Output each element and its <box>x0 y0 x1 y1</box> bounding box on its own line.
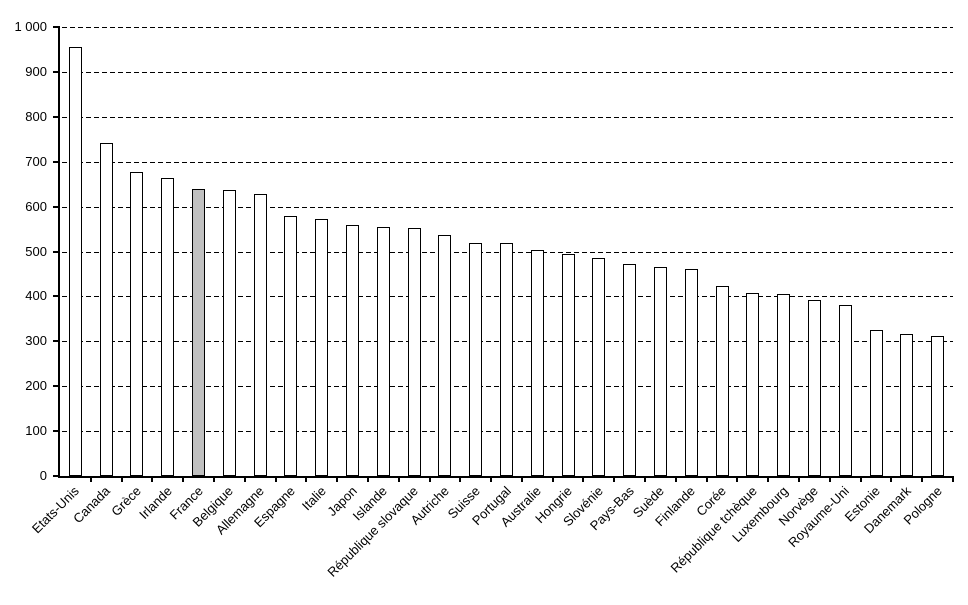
x-axis-line <box>58 476 953 478</box>
gridline-700 <box>62 161 953 163</box>
bar-republique-slovaque <box>407 227 421 476</box>
y-tick-1000 <box>53 26 60 28</box>
x-tick-10 <box>366 476 369 482</box>
bar-suede <box>653 267 667 476</box>
y-tick-900 <box>53 70 60 73</box>
y-axis-label: 600 <box>25 198 47 214</box>
bar-grece <box>130 172 144 476</box>
bar-australie <box>530 250 544 476</box>
x-tick-7 <box>274 476 277 482</box>
y-axis-label: 200 <box>25 378 47 394</box>
x-tick-22 <box>736 476 739 482</box>
y-axis-label: 300 <box>25 333 47 349</box>
gridline-900 <box>62 71 953 73</box>
gridline-1000 <box>62 27 953 28</box>
bar-slovenie <box>592 257 606 476</box>
bar-finlande <box>684 268 698 476</box>
bar-royaume-uni <box>838 304 852 476</box>
bar-coree <box>715 286 729 476</box>
x-tick-20 <box>674 476 677 482</box>
x-tick-16 <box>551 476 554 482</box>
x-tick-19 <box>644 476 647 482</box>
bar-espagne <box>284 216 298 476</box>
x-tick-12 <box>428 476 431 482</box>
y-tick-200 <box>53 385 60 388</box>
gridline-800 <box>62 116 953 118</box>
y-axis-label: 400 <box>25 288 47 304</box>
x-tick-14 <box>490 476 493 482</box>
bar-norvege <box>807 299 821 476</box>
x-tick-13 <box>459 476 462 482</box>
bar-islande <box>376 226 390 476</box>
x-tick-27 <box>890 476 893 482</box>
x-tick-5 <box>212 476 215 482</box>
bar-belgique <box>222 189 236 476</box>
gridline-600 <box>62 206 953 208</box>
x-tick-21 <box>705 476 708 482</box>
bar-danemark <box>900 333 914 476</box>
x-tick-25 <box>828 476 831 482</box>
x-tick-17 <box>582 476 585 482</box>
y-tick-0 <box>53 475 60 477</box>
bar-estonie <box>869 330 883 476</box>
x-tick-2 <box>120 476 123 482</box>
x-tick-1 <box>89 476 92 482</box>
bar-hongrie <box>561 253 575 476</box>
bar-pays-bas <box>623 264 637 476</box>
y-tick-800 <box>53 115 60 118</box>
bar-republique-tcheque <box>746 292 760 476</box>
bar-irlande <box>161 178 175 476</box>
x-tick-23 <box>767 476 770 482</box>
x-axis-label-irlande: Irlande <box>135 483 175 523</box>
y-axis-label: 0 <box>39 468 47 483</box>
bar-japon <box>346 225 360 476</box>
bar-portugal <box>500 243 513 476</box>
x-tick-9 <box>336 476 339 482</box>
y-tick-100 <box>53 430 60 433</box>
bar-etats-unis <box>68 47 82 476</box>
x-tick-28 <box>921 476 924 482</box>
bar-pologne <box>931 336 945 476</box>
y-tick-300 <box>53 340 60 343</box>
bar-canada <box>99 142 113 476</box>
y-axis-label: 100 <box>25 423 47 439</box>
y-axis-label: 800 <box>25 108 47 124</box>
y-axis-line <box>58 27 60 478</box>
y-axis-label: 700 <box>25 153 47 169</box>
x-tick-18 <box>613 476 616 482</box>
x-tick-24 <box>798 476 801 482</box>
x-tick-11 <box>397 476 400 482</box>
bar-italie <box>315 218 329 476</box>
x-tick-3 <box>151 476 154 482</box>
y-tick-600 <box>53 205 60 208</box>
x-tick-29 <box>952 476 954 482</box>
x-tick-15 <box>520 476 523 482</box>
y-axis-label: 500 <box>25 243 47 259</box>
x-tick-4 <box>182 476 185 482</box>
bar-luxembourg <box>777 293 791 476</box>
x-tick-8 <box>305 476 308 482</box>
bar-suisse <box>469 242 483 476</box>
y-axis-label: 1 000 <box>14 19 47 34</box>
x-tick-26 <box>859 476 862 482</box>
y-axis-label: 900 <box>25 63 47 79</box>
x-tick-6 <box>243 476 246 482</box>
bar-allemagne <box>253 194 267 476</box>
bar-autriche <box>438 234 452 476</box>
y-tick-500 <box>53 250 60 253</box>
y-tick-700 <box>53 160 60 163</box>
y-tick-400 <box>53 295 60 298</box>
bar-france <box>192 188 206 476</box>
